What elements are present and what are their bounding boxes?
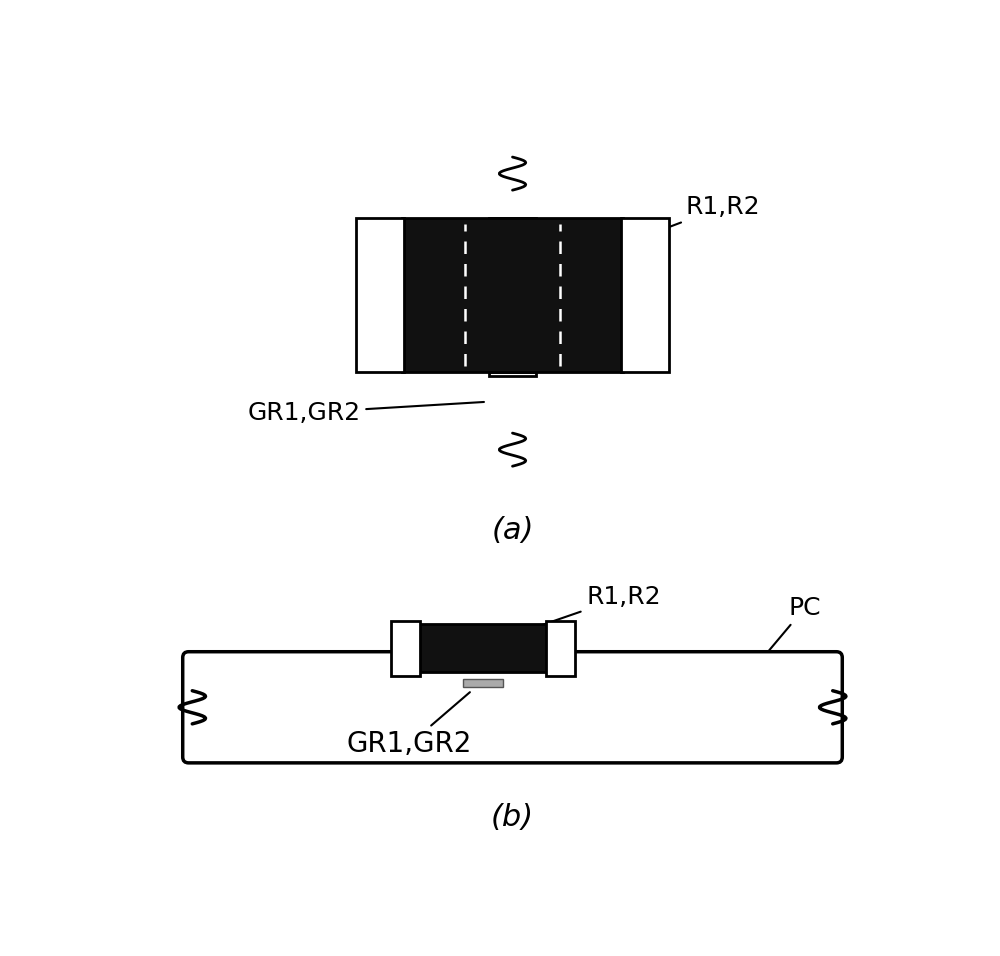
Bar: [546, 620, 575, 676]
Text: R1,R2: R1,R2: [541, 585, 661, 625]
Text: R1,R2: R1,R2: [618, 195, 760, 247]
FancyBboxPatch shape: [183, 652, 842, 763]
Text: PC: PC: [768, 596, 821, 651]
Text: GR1,GR2: GR1,GR2: [247, 401, 484, 424]
Bar: [402, 218, 623, 373]
Bar: [391, 620, 420, 676]
Bar: [489, 218, 536, 222]
Text: (a): (a): [491, 516, 534, 545]
Bar: [415, 624, 551, 672]
Text: (b): (b): [491, 803, 534, 833]
Bar: [621, 218, 669, 373]
Text: GR1,GR2: GR1,GR2: [347, 692, 472, 758]
Bar: [463, 679, 503, 687]
Bar: [489, 373, 536, 376]
Bar: [356, 218, 404, 373]
